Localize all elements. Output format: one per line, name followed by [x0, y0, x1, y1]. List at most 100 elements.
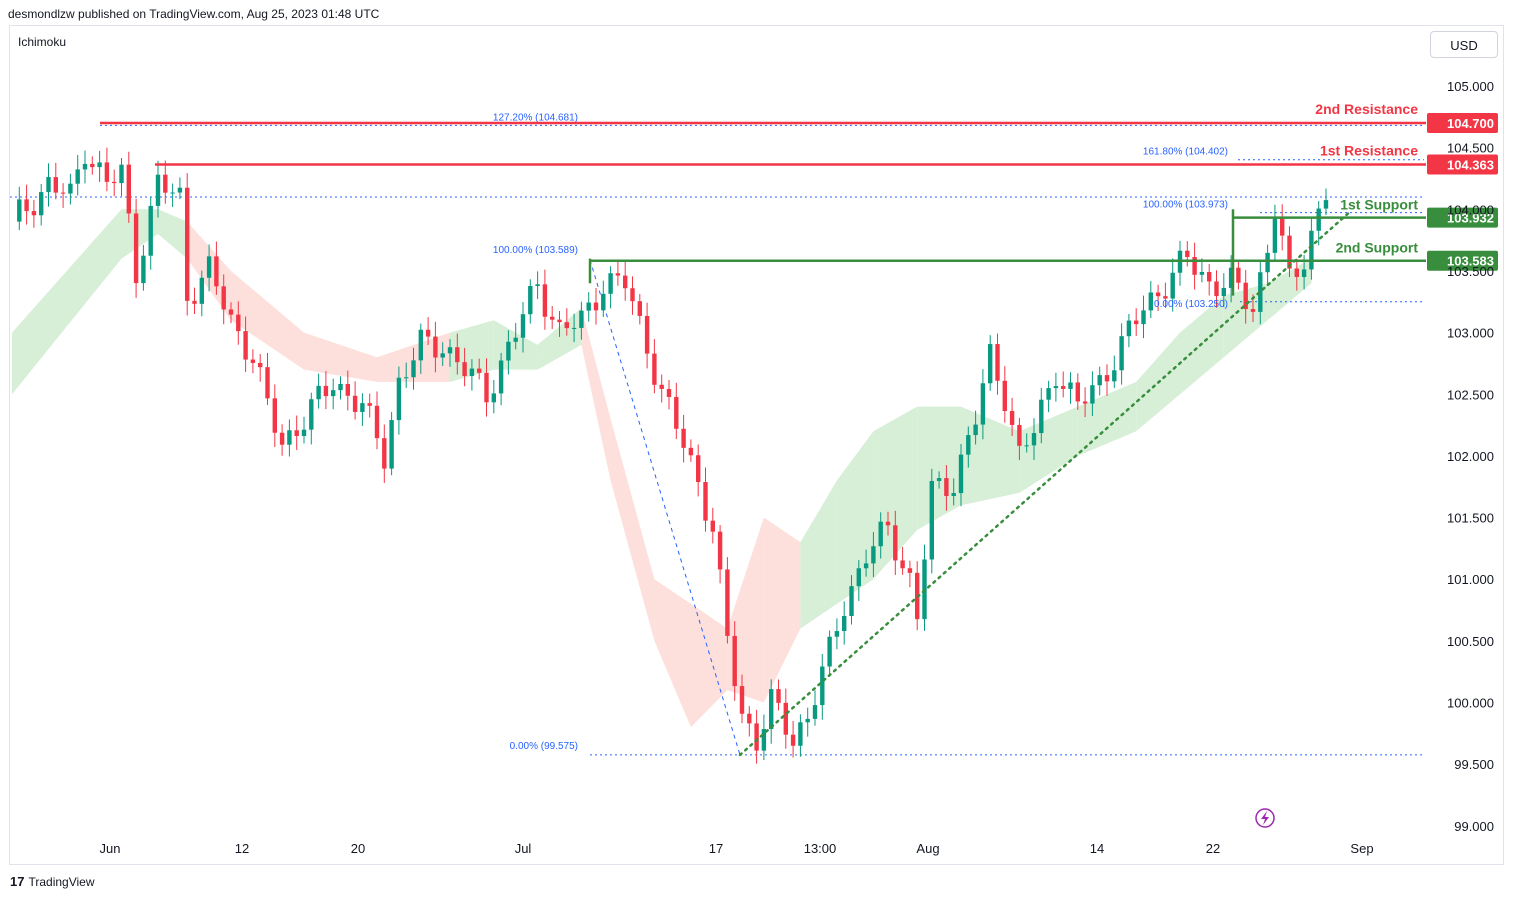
candle-body	[615, 273, 621, 276]
candle-body	[53, 177, 58, 193]
candle-body	[477, 368, 482, 373]
candle-body	[126, 164, 131, 214]
candle-body	[24, 199, 29, 212]
fib-label: 0.00% (99.575)	[510, 741, 578, 752]
trendline[interactable]	[738, 210, 1352, 757]
fib-label: 100.00% (103.589)	[493, 245, 578, 256]
candle-body	[812, 705, 818, 719]
candle-body	[893, 525, 898, 561]
candle-body	[710, 520, 715, 532]
candle-body	[980, 383, 986, 425]
candle-body	[491, 393, 496, 403]
candle-body	[1112, 370, 1117, 382]
time-tick-label: Sep	[1350, 841, 1373, 856]
level-name: 1st Resistance	[1320, 143, 1418, 159]
candle-body	[1316, 208, 1321, 231]
cloud-segment	[158, 209, 188, 259]
candle-body	[433, 336, 438, 358]
level-name: 2nd Resistance	[1315, 101, 1418, 117]
candle-body	[1170, 272, 1175, 299]
candle-body	[68, 183, 73, 194]
candle-body	[542, 284, 548, 317]
candle-body	[31, 211, 37, 216]
cloud-segment	[800, 480, 837, 629]
candle-body	[462, 362, 467, 377]
candle-body	[221, 286, 226, 310]
candle-body	[907, 568, 913, 573]
cloud-segment	[763, 517, 801, 703]
fib-connector	[589, 259, 741, 756]
publish-info: desmondlzw published on TradingView.com,…	[8, 7, 380, 21]
cloud-segment	[231, 270, 304, 370]
candle-body	[1039, 399, 1044, 434]
currency-selector[interactable]: USD	[1430, 31, 1498, 58]
candle-body	[323, 385, 329, 397]
candle-body	[644, 315, 650, 354]
candle-body	[878, 521, 883, 547]
price-tick-label: 101.500	[1447, 511, 1494, 526]
level-price-tag	[1427, 250, 1498, 271]
level-name: 1st Support	[1340, 197, 1418, 213]
candle-body	[214, 256, 219, 287]
candle-body	[601, 293, 606, 311]
candle-body	[243, 331, 248, 360]
candle-body	[951, 493, 956, 496]
candle-body	[309, 399, 314, 430]
ascending-trendline	[738, 210, 1352, 757]
candle-body	[418, 329, 423, 361]
candle-body	[404, 377, 409, 379]
time-tick-label: 13:00	[804, 841, 837, 856]
candle-body	[352, 395, 358, 412]
candle-body	[1236, 267, 1241, 283]
cloud-segment	[610, 418, 655, 641]
candle-body	[674, 396, 679, 429]
candle-body	[1272, 218, 1278, 253]
candle-body	[630, 288, 635, 302]
candle-body	[141, 255, 146, 284]
candle-body	[46, 177, 51, 193]
cloud-segment	[690, 603, 728, 728]
candle-body	[294, 430, 299, 436]
time-tick-label: 20	[351, 841, 365, 856]
cloud-segment	[581, 307, 611, 481]
candle-body	[579, 310, 584, 328]
lightning-icon[interactable]	[1255, 808, 1275, 828]
candle-body	[608, 273, 613, 294]
candle-body	[739, 686, 745, 714]
price-tick-label: 103.000	[1447, 326, 1494, 341]
fib-label: 100.00% (103.973)	[1143, 200, 1228, 211]
level-name: 2nd Support	[1336, 240, 1419, 256]
candle-body	[732, 635, 737, 687]
time-axis[interactable]: Jun 12 20 Jul 17 13:00 Aug 14 22 Sep	[10, 834, 1424, 856]
candle-body	[849, 586, 854, 617]
candle-body	[557, 319, 562, 323]
candle-body	[922, 559, 927, 620]
fib-label: 0.00% (103.250)	[1154, 299, 1228, 310]
price-tick-label: 100.500	[1447, 634, 1494, 649]
candle-body	[425, 329, 431, 337]
candle-body	[1280, 218, 1285, 236]
candle-body	[455, 347, 460, 363]
candle-body	[1258, 272, 1263, 312]
candle-body	[1009, 410, 1015, 425]
candle-body	[769, 689, 774, 730]
candle-body	[484, 372, 489, 403]
candle-body	[1134, 320, 1139, 325]
tradingview-logo-icon: 17	[10, 874, 25, 889]
candle-body	[1061, 386, 1066, 389]
candle-body	[301, 429, 307, 436]
candle-body	[206, 256, 212, 278]
candle-body	[805, 718, 810, 723]
cloud-segment	[654, 579, 691, 728]
support-resistance-levels[interactable]: 2nd Resistance 104.700 1st Resistance 104.3…	[100, 101, 1498, 296]
candle-body	[593, 302, 599, 311]
candle-body	[988, 344, 993, 384]
candle-body	[155, 174, 161, 206]
time-tick-label: 22	[1206, 841, 1220, 856]
candle-body	[39, 192, 44, 216]
candle-body	[550, 316, 555, 320]
candle-body	[827, 636, 832, 667]
price-axis[interactable]: 105.000 104.500 104.000 103.500 103.000 102.5…	[1447, 79, 1494, 834]
candle-body	[1046, 388, 1051, 400]
